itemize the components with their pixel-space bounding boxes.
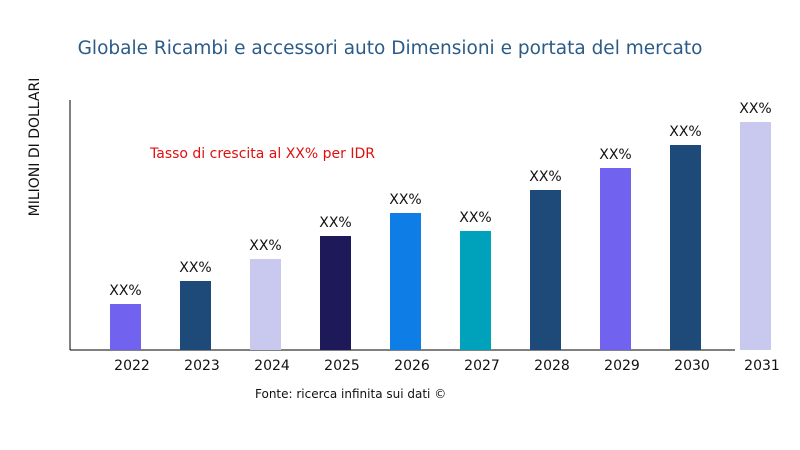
x-tick-2031: 2031 <box>744 358 780 374</box>
x-tick-2029: 2029 <box>604 358 640 374</box>
x-tick-2027: 2027 <box>464 358 500 374</box>
bar-2030 <box>670 145 701 350</box>
data-label-2024: XX% <box>249 238 281 254</box>
x-tick-2030: 2030 <box>674 358 710 374</box>
data-label-2025: XX% <box>319 215 351 231</box>
source-note: Fonte: ricerca infinita sui dati © <box>255 387 447 401</box>
bar-2023 <box>180 281 211 350</box>
bar-2029 <box>600 168 631 350</box>
x-tick-2022: 2022 <box>114 358 150 374</box>
x-tick-2026: 2026 <box>394 358 430 374</box>
growth-annotation: Tasso di crescita al XX% per IDR <box>150 146 375 162</box>
x-tick-2024: 2024 <box>254 358 290 374</box>
bar-2024 <box>250 259 281 350</box>
bar-2022 <box>110 304 141 350</box>
data-label-2027: XX% <box>459 210 491 226</box>
bar-2028 <box>530 190 561 350</box>
data-label-2028: XX% <box>529 169 561 185</box>
chart-title: Globale Ricambi e accessori auto Dimensi… <box>77 38 703 59</box>
x-tick-2028: 2028 <box>534 358 570 374</box>
data-label-2022: XX% <box>109 283 141 299</box>
bar-2025 <box>320 236 351 350</box>
data-label-2029: XX% <box>599 147 631 163</box>
x-tick-2023: 2023 <box>184 358 220 374</box>
bar-2026 <box>390 213 421 350</box>
x-tick-2025: 2025 <box>324 358 360 374</box>
data-label-2030: XX% <box>669 124 701 140</box>
data-label-2031: XX% <box>739 101 771 117</box>
data-label-2026: XX% <box>389 192 421 208</box>
data-label-2023: XX% <box>179 260 211 276</box>
bar-2031 <box>740 122 771 350</box>
bar-2027 <box>460 231 491 350</box>
